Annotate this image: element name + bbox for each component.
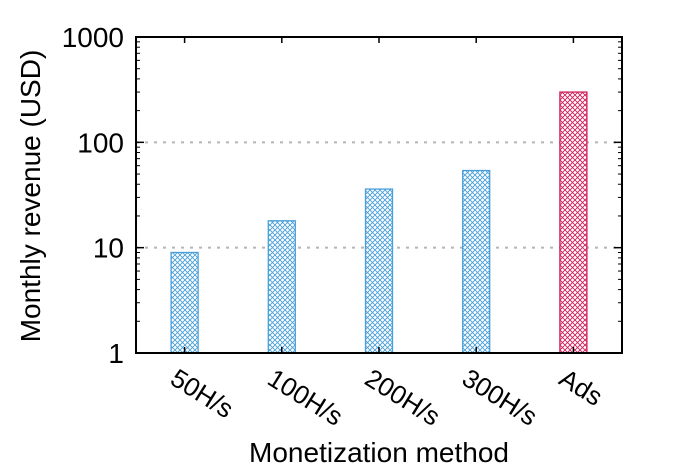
- bar-100h-s: [267, 220, 296, 354]
- y-tick-label: 1000: [62, 22, 124, 53]
- y-tick-label: 100: [77, 127, 124, 158]
- y-tick-label: 1: [108, 338, 124, 369]
- x-tick-label: 200H/s: [360, 363, 446, 432]
- bar-50h-s: [170, 251, 199, 354]
- y-axis-label: Monthly revenue (USD): [15, 50, 46, 343]
- x-tick-label: Ads: [554, 363, 608, 412]
- x-tick-label: 50H/s: [165, 363, 238, 424]
- bars: [170, 91, 588, 354]
- y-ticks: 1 10 100 1000: [62, 22, 622, 369]
- y-tick-label: 10: [93, 233, 124, 264]
- x-axis-label: Monetization method: [249, 437, 509, 468]
- bar-ads: [559, 91, 588, 354]
- x-tick-label: 300H/s: [457, 363, 543, 432]
- bar-200h-s: [364, 188, 394, 354]
- x-tick-label: 100H/s: [263, 363, 349, 432]
- bar-300h-s: [462, 169, 491, 354]
